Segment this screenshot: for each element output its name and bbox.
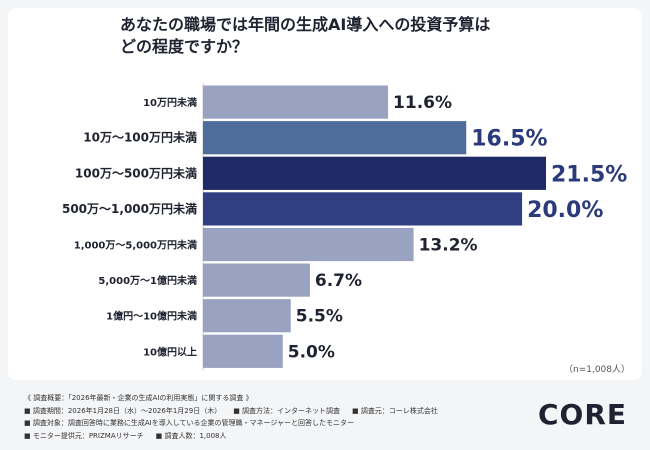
value-label: 5.5% [296,307,343,327]
survey-organizer: ■ 調査元：コーレ株式会社 [352,406,438,415]
survey-count: ■ 調査人数：1,008人 [155,431,227,440]
category-label: 500万〜1,000万円未満 [62,201,197,216]
bar [203,227,414,262]
bar [203,299,291,333]
value-label: 5.0% [288,342,335,362]
chart-title-line-1: あなたの職場では年間の生成AI導入への投資予算は [120,15,491,34]
chart-title: あなたの職場では年間の生成AI導入への投資予算は どの程度ですか？ [120,14,590,58]
chart-title-line-2: どの程度ですか？ [120,37,249,56]
category-label: 10億円以上 [143,345,197,358]
value-label: 16.5% [471,127,547,152]
bar [203,192,523,226]
sample-size-note: （n=1,008人） [563,365,630,375]
value-label: 6.7% [315,271,362,291]
survey-method: ■ 調査方法：インターネット調査 [233,406,341,415]
survey-footer: 《 調査概要：「2026年最新・企業の生成AIの利用実態」に関する調査 》 ■ … [24,392,438,442]
survey-target: ■ 調査対象：調査回答時に業務に生成AIを導入している企業の管理職・マネージャー… [24,419,354,427]
category-label: 10万円未満 [143,96,197,109]
category-label: 10万〜100万円未満 [83,130,197,145]
bar-chart: 10万円未満 11.6% 10万〜100万円未満 16.5% 100万〜500万円未満 2… [62,83,627,371]
bar [203,263,310,297]
category-label: 100万〜500万円未満 [75,165,197,180]
bar [203,156,546,190]
value-label: 20.0% [527,198,603,223]
category-label: 1,000万〜5,000万円未満 [74,239,197,252]
bar [203,334,283,368]
value-label: 11.6% [393,93,452,113]
category-label: 5,000万〜1億円未満 [98,274,197,287]
value-label: 13.2% [419,236,478,256]
survey-heading: 《 調査概要：「2026年最新・企業の生成AIの利用実態」に関する調査 》 [24,394,253,402]
category-label: 1億円〜10億円未満 [106,310,197,323]
core-logo: CORE [538,398,628,431]
survey-period: ■ 調査期間：2026年1月28日（水）〜2026年1月29日（木） [24,406,222,415]
value-label: 21.5% [551,162,627,187]
survey-provider: ■ モニター提供元：PRIZMAリサーチ [24,431,144,440]
bar [203,85,389,119]
bar [203,121,467,155]
